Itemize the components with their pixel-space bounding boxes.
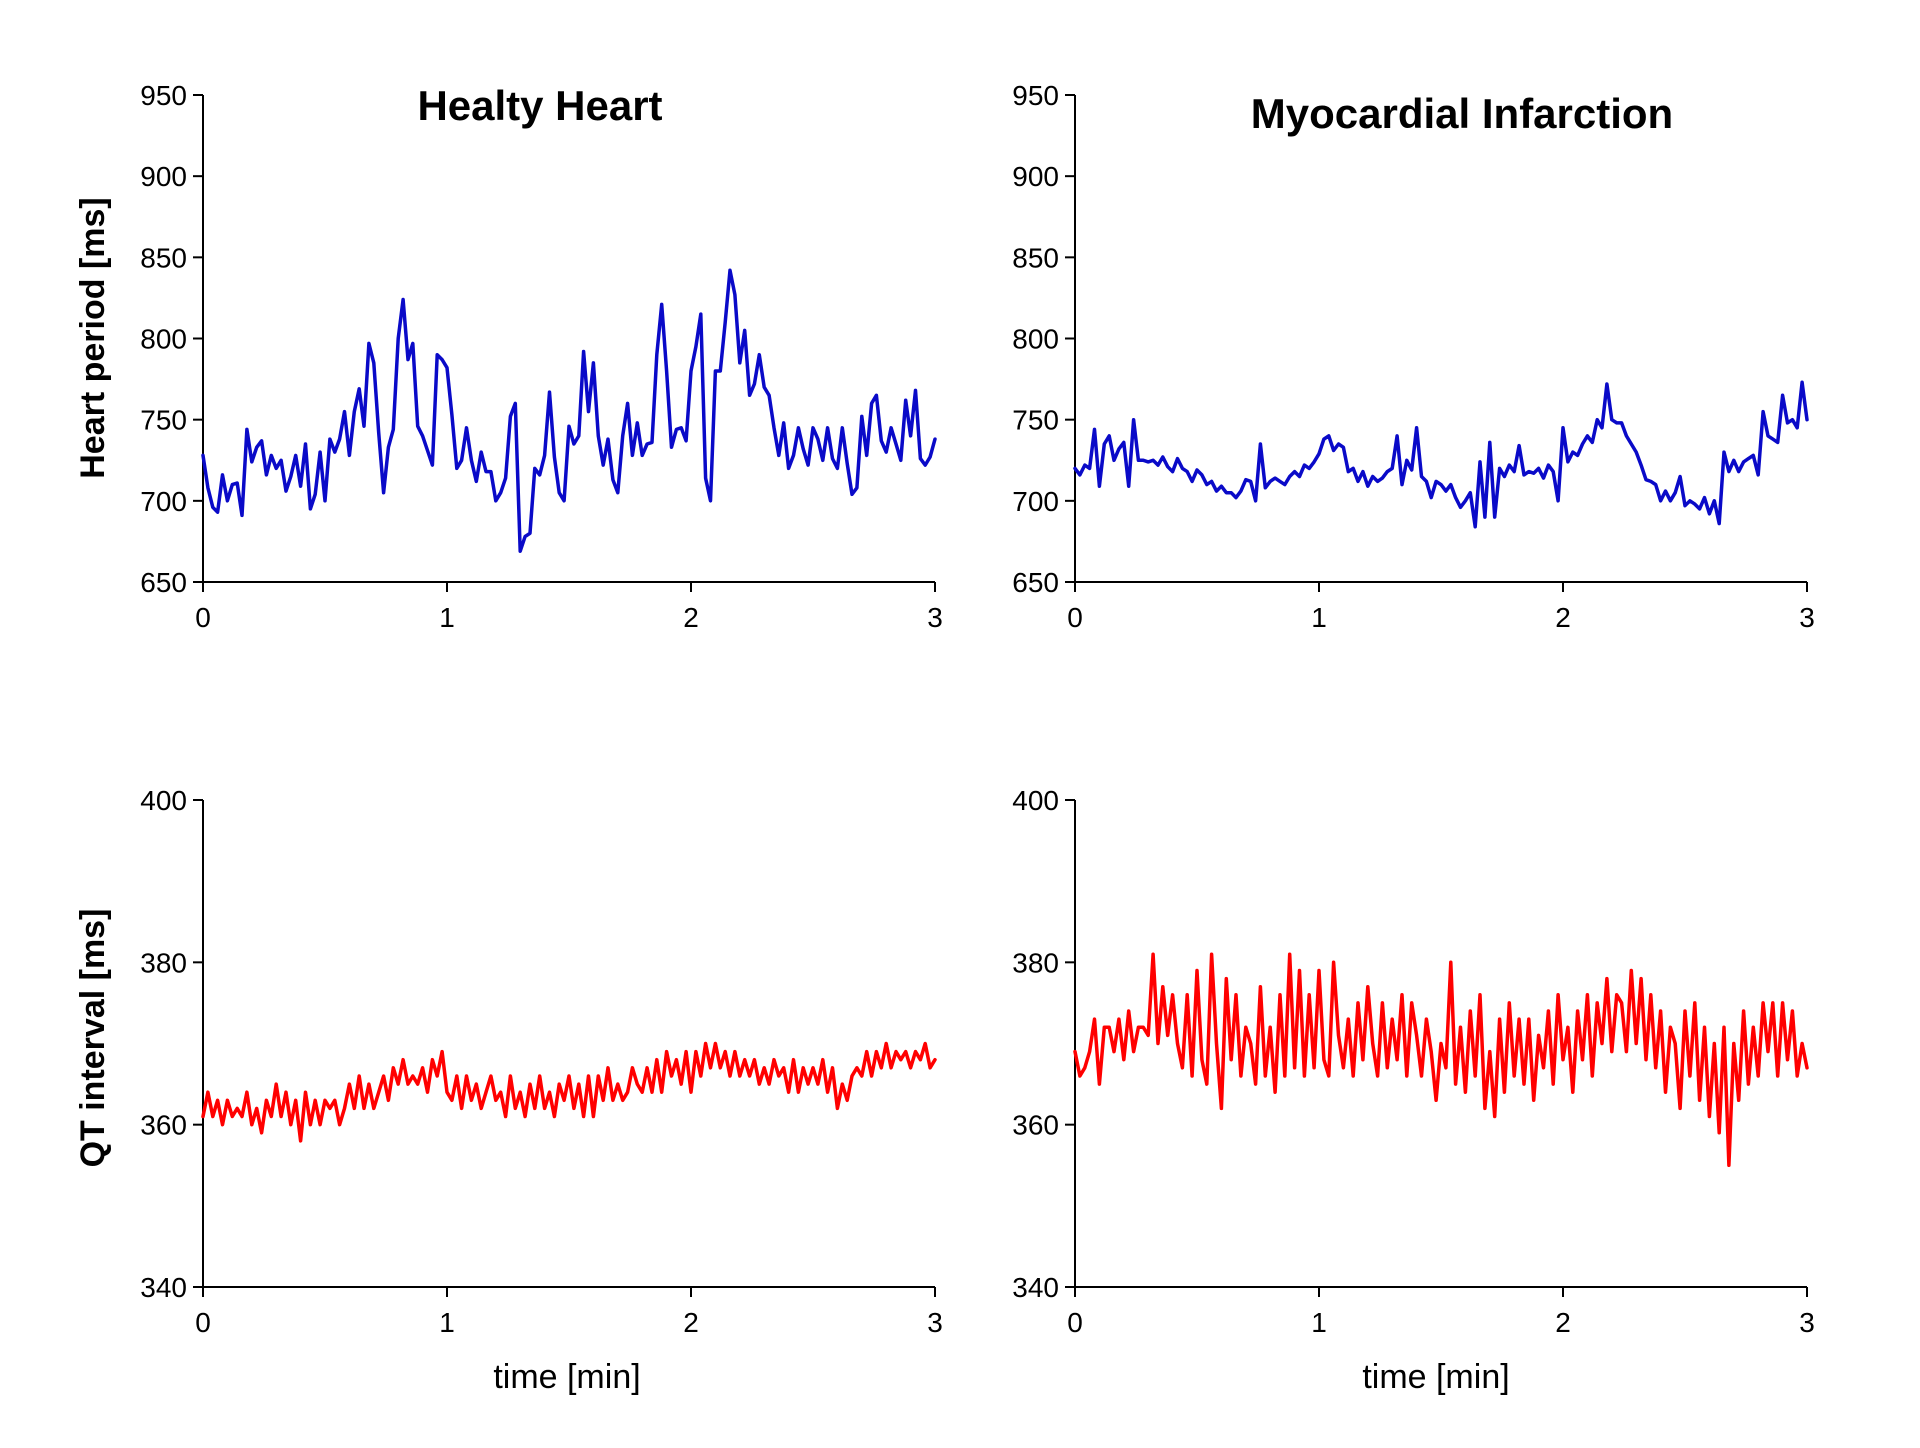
- y-tick-label: 800: [140, 324, 187, 355]
- panel-title-mi: Myocardial Infarction: [1251, 90, 1673, 137]
- y-tick-label: 380: [1012, 947, 1059, 978]
- y-tick-label: 950: [1012, 80, 1059, 111]
- panel-0-plot: 650 700 750 800 850 900 950 0 1 2 3: [140, 80, 943, 633]
- x-tick-label: 3: [1799, 1307, 1815, 1338]
- y-tick-label: 900: [140, 161, 187, 192]
- panel-mi-heart-period: Myocardial Infarction 650 700 750 800 850 900…: [1012, 80, 1815, 633]
- series-line: [1073, 952, 1809, 1168]
- x-tick-label: 2: [683, 602, 699, 633]
- x-tick-label: 3: [1799, 602, 1815, 633]
- series-line: [201, 1041, 937, 1143]
- y-tick-label: 850: [1012, 242, 1059, 273]
- y-tick-label: 850: [140, 242, 187, 273]
- x-tick-label: 1: [1311, 1307, 1327, 1338]
- panel-1-plot: 650 700 750 800 850 900 950 0 1 2 3: [1012, 80, 1815, 633]
- x-tick-label: 1: [439, 602, 455, 633]
- y-tick-label: 340: [1012, 1272, 1059, 1303]
- y-tick-label: 750: [140, 405, 187, 436]
- y-tick-label: 750: [1012, 405, 1059, 436]
- y-tick-label: 380: [140, 947, 187, 978]
- panel-healthy-heart-period: Healty Heart Heart period [ms] 650 700 750…: [74, 80, 943, 633]
- panel-2-plot: 340 360 380 400 0 1 2 3: [140, 785, 943, 1338]
- y-tick-label: 900: [1012, 161, 1059, 192]
- x-tick-label: 2: [1555, 602, 1571, 633]
- y-tick-label: 700: [140, 486, 187, 517]
- y-tick-label: 700: [1012, 486, 1059, 517]
- x-tick-label: 3: [927, 602, 943, 633]
- y-tick-label: 360: [1012, 1110, 1059, 1141]
- x-axis-title-time-right: time [min]: [1362, 1358, 1509, 1396]
- x-axis-title-time-left: time [min]: [493, 1358, 640, 1396]
- y-tick-label: 800: [1012, 324, 1059, 355]
- series-line: [1073, 380, 1809, 529]
- y-tick-label: 650: [1012, 567, 1059, 598]
- x-tick-label: 0: [1067, 602, 1083, 633]
- x-tick-label: 3: [927, 1307, 943, 1338]
- y-axis-title-qt-interval: QT interval [ms]: [74, 909, 112, 1168]
- y-tick-label: 400: [1012, 785, 1059, 816]
- y-tick-label: 650: [140, 567, 187, 598]
- y-axis-title-heart-period: Heart period [ms]: [74, 197, 112, 479]
- panel-title-healthy: Healty Heart: [417, 82, 662, 129]
- panel-mi-qt-interval: time [min] 340 360 380 400 0 1 2 3: [1012, 785, 1815, 1396]
- x-tick-label: 1: [439, 1307, 455, 1338]
- x-tick-label: 1: [1311, 602, 1327, 633]
- y-tick-label: 400: [140, 785, 187, 816]
- series-line: [201, 268, 937, 553]
- x-tick-label: 0: [195, 1307, 211, 1338]
- panel-healthy-qt-interval: QT interval [ms] time [min] 340 360 380 400…: [74, 785, 943, 1396]
- x-tick-label: 2: [1555, 1307, 1571, 1338]
- x-tick-label: 0: [1067, 1307, 1083, 1338]
- y-tick-label: 340: [140, 1272, 187, 1303]
- y-tick-label: 360: [140, 1110, 187, 1141]
- x-tick-label: 0: [195, 602, 211, 633]
- x-tick-label: 2: [683, 1307, 699, 1338]
- panel-3-plot: 340 360 380 400 0 1 2 3: [1012, 785, 1815, 1338]
- y-tick-label: 950: [140, 80, 187, 111]
